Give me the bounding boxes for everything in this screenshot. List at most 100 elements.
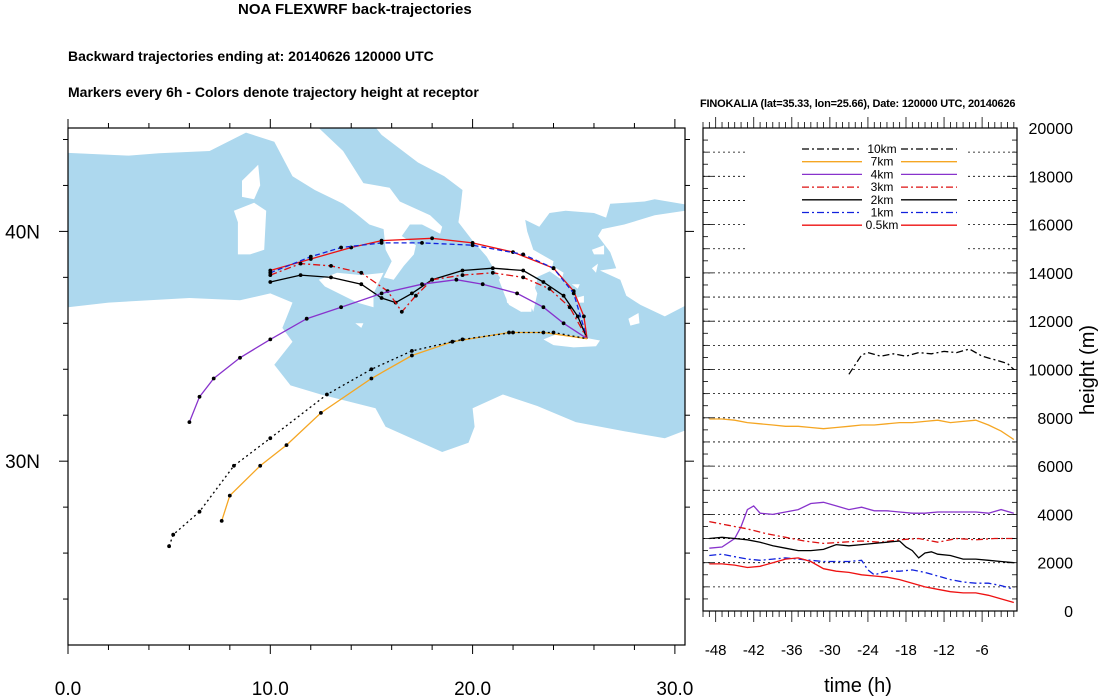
trajectory-2km-marker: [410, 291, 414, 296]
trajectory-7km-marker: [369, 376, 374, 381]
trajectory-1km-marker: [308, 254, 313, 259]
trajectory-1km-marker: [551, 266, 556, 271]
map-frame: [67, 127, 686, 646]
trajectory-2km-marker: [561, 293, 566, 298]
trajectory-7km-marker: [258, 463, 263, 468]
height-series-7km: [709, 418, 1015, 441]
malta-island: [355, 323, 364, 328]
trajectory-7km-marker: [319, 411, 323, 415]
corsica-island: [242, 164, 261, 200]
trajectory-1km: [270, 242, 588, 339]
legend-label-1km: 1km: [871, 206, 894, 220]
legend-label-0_5km: 0.5km: [866, 218, 899, 232]
trajectory-10km-marker: [511, 330, 515, 335]
map-y-tick-label: 30N: [5, 452, 40, 473]
trajectory-3km: [270, 262, 588, 340]
trajectory-3km-marker: [430, 277, 434, 282]
trajectory-4km-marker: [561, 321, 566, 326]
trajectory-0_5km-marker: [582, 314, 586, 319]
trajectory-3km-marker: [547, 286, 552, 291]
height-x-tick-label: -12: [933, 642, 955, 659]
chios-island: [591, 263, 598, 273]
height-series-2km: [709, 536, 1014, 564]
height-x-tick-label: -6: [975, 642, 988, 659]
height-x-tick-label: -36: [781, 642, 803, 659]
map-x-tick-label: 10.0: [252, 679, 289, 700]
trajectory-3km-marker: [268, 273, 273, 277]
trajectory-10km-marker: [460, 337, 465, 342]
height-series-3km: [709, 520, 1014, 545]
trajectory-1km-marker: [420, 241, 424, 245]
trajectory-0_5km-marker: [430, 236, 434, 241]
land-group: [68, 128, 685, 645]
trajectory-10km-marker: [551, 330, 556, 335]
legend-background: [748, 142, 968, 250]
trajectory-2km-marker: [329, 275, 333, 280]
chart-title: NOA FLEXWRF back-trajectories: [238, 1, 472, 18]
trajectory-2km-marker: [490, 266, 495, 271]
height-series-4km: [709, 501, 1014, 549]
height-y-axis-label: height (m): [1077, 325, 1099, 415]
trajectory-7km-marker: [410, 353, 414, 358]
trajectory-1km-marker: [521, 252, 526, 257]
trajectory-7km-marker: [284, 443, 289, 447]
height-y-tick-label: 20000: [1029, 121, 1074, 138]
trajectory-1km-marker: [470, 243, 475, 248]
height-y-tick-label: 10000: [1029, 363, 1074, 380]
height-x-tick-label: -24: [857, 642, 879, 659]
height-x-tick-label: -30: [819, 642, 841, 659]
trajectory-4km-marker: [454, 277, 459, 282]
anatolia-land: [598, 210, 685, 317]
height-x-tick-label: -42: [743, 642, 765, 659]
trajectory-3km-marker: [399, 309, 404, 314]
trajectory-2km-marker: [541, 280, 546, 284]
trajectory-group: [167, 236, 588, 549]
trajectory-10km-marker: [369, 367, 374, 372]
height-panel-title: FINOKALIA (lat=35.33, lon=25.66), Date: …: [700, 98, 1016, 110]
trajectory-4km-marker: [187, 420, 192, 424]
height-y-tick-label: 2000: [1037, 556, 1073, 573]
trajectory-10km-marker: [171, 532, 176, 537]
height-y-tick-label: 8000: [1037, 411, 1073, 428]
height-x-tick-label: -18: [895, 642, 917, 659]
trajectory-10km-marker: [410, 349, 414, 353]
trajectory-4km-marker: [379, 291, 384, 296]
height-x-axis-label: time (h): [824, 675, 892, 697]
trajectory-4km-marker: [304, 316, 309, 321]
height-y-tick-label: 18000: [1029, 169, 1074, 186]
trajectory-1km-marker: [339, 245, 343, 250]
legend-label-3km: 3km: [871, 180, 894, 194]
height-series-10km: [848, 348, 1015, 375]
north-africa-land: [68, 293, 685, 645]
legend-label-4km: 4km: [871, 167, 894, 181]
trajectory-3km-marker: [298, 261, 303, 266]
trajectory-1km-marker: [379, 241, 384, 245]
trajectory-10km: [168, 331, 588, 547]
trajectory-3km-marker: [329, 264, 333, 268]
trajectory-2km-marker: [575, 314, 580, 319]
trajectory-2km-marker: [460, 268, 465, 273]
euboea-island: [531, 254, 564, 280]
height-y-tick-label: 6000: [1037, 459, 1073, 476]
chart-subtitle-markers: Markers every 6h - Colors denote traject…: [68, 84, 479, 100]
height-y-tick-label: 0: [1064, 604, 1073, 621]
trajectory-4km-marker: [268, 337, 273, 342]
trajectory-4km-marker: [339, 305, 343, 310]
height-series-0_5km: [709, 557, 1014, 604]
legend-label-7km: 7km: [871, 155, 894, 169]
trajectory-1km-marker: [571, 291, 576, 296]
trajectory-4km-marker: [480, 282, 485, 287]
trajectory-7km-marker: [450, 339, 455, 344]
chart-subtitle-ending-time: Backward trajectories ending at: 2014062…: [68, 48, 434, 64]
rhodes-island: [628, 313, 640, 326]
height-x-tick-label: -48: [705, 642, 727, 659]
trajectory-4km-marker: [515, 291, 519, 296]
legend-label-10km: 10km: [867, 142, 896, 156]
trajectory-7km-marker: [219, 519, 224, 523]
crete-island: [543, 333, 600, 348]
trajectory-10km-marker: [268, 436, 273, 441]
trajectory-4km-marker: [541, 305, 546, 310]
trajectory-3km-marker: [414, 293, 418, 298]
